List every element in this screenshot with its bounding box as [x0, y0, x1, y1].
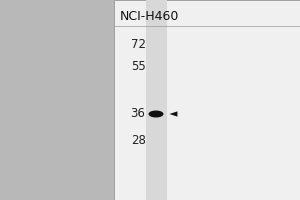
- Polygon shape: [169, 111, 177, 117]
- Text: 36: 36: [130, 107, 146, 120]
- Text: 72: 72: [130, 38, 146, 50]
- Bar: [146, 0, 167, 200]
- Ellipse shape: [148, 110, 164, 117]
- Text: 55: 55: [131, 60, 146, 72]
- Text: 28: 28: [130, 134, 146, 146]
- Text: NCI-H460: NCI-H460: [120, 10, 179, 23]
- Bar: [114, 0, 300, 200]
